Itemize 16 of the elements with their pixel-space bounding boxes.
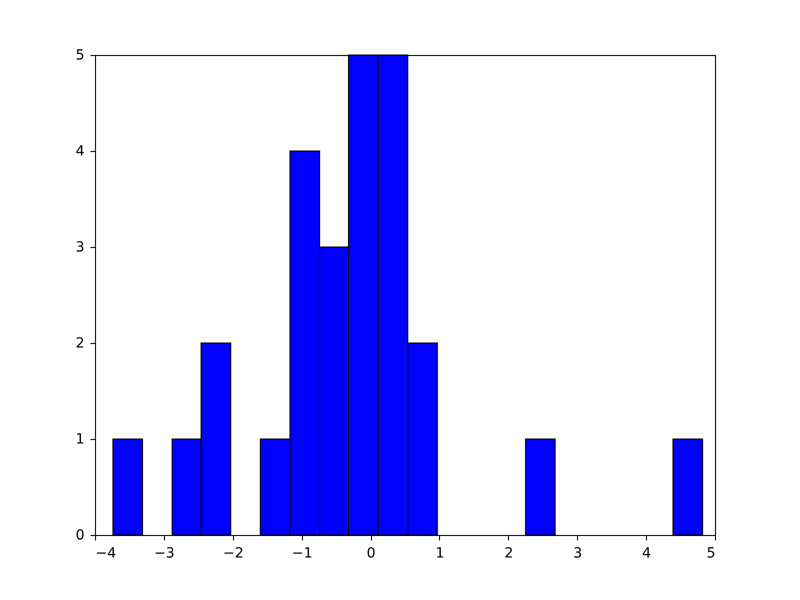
x-tick-label: 3 — [573, 546, 582, 562]
y-tick-label: 1 — [76, 432, 84, 448]
y-tick-label: 0 — [76, 528, 84, 544]
y-tick-label: 2 — [76, 336, 84, 352]
y-tick-label: 4 — [76, 144, 85, 160]
x-tick-label: 4 — [642, 546, 652, 562]
y-tick-label: 3 — [76, 240, 84, 256]
x-tick-label: 1 — [435, 546, 444, 562]
x-tick-label: −4 — [96, 546, 116, 562]
x-tick-label: 0 — [366, 546, 376, 562]
x-tick-label: −2 — [222, 546, 244, 562]
x-tick-label: 2 — [504, 546, 514, 562]
x-tick-label: 5 — [706, 546, 716, 562]
y-tick-label: 5 — [76, 48, 84, 64]
x-tick-label: −1 — [292, 546, 312, 562]
x-tick-label: −3 — [154, 546, 175, 562]
